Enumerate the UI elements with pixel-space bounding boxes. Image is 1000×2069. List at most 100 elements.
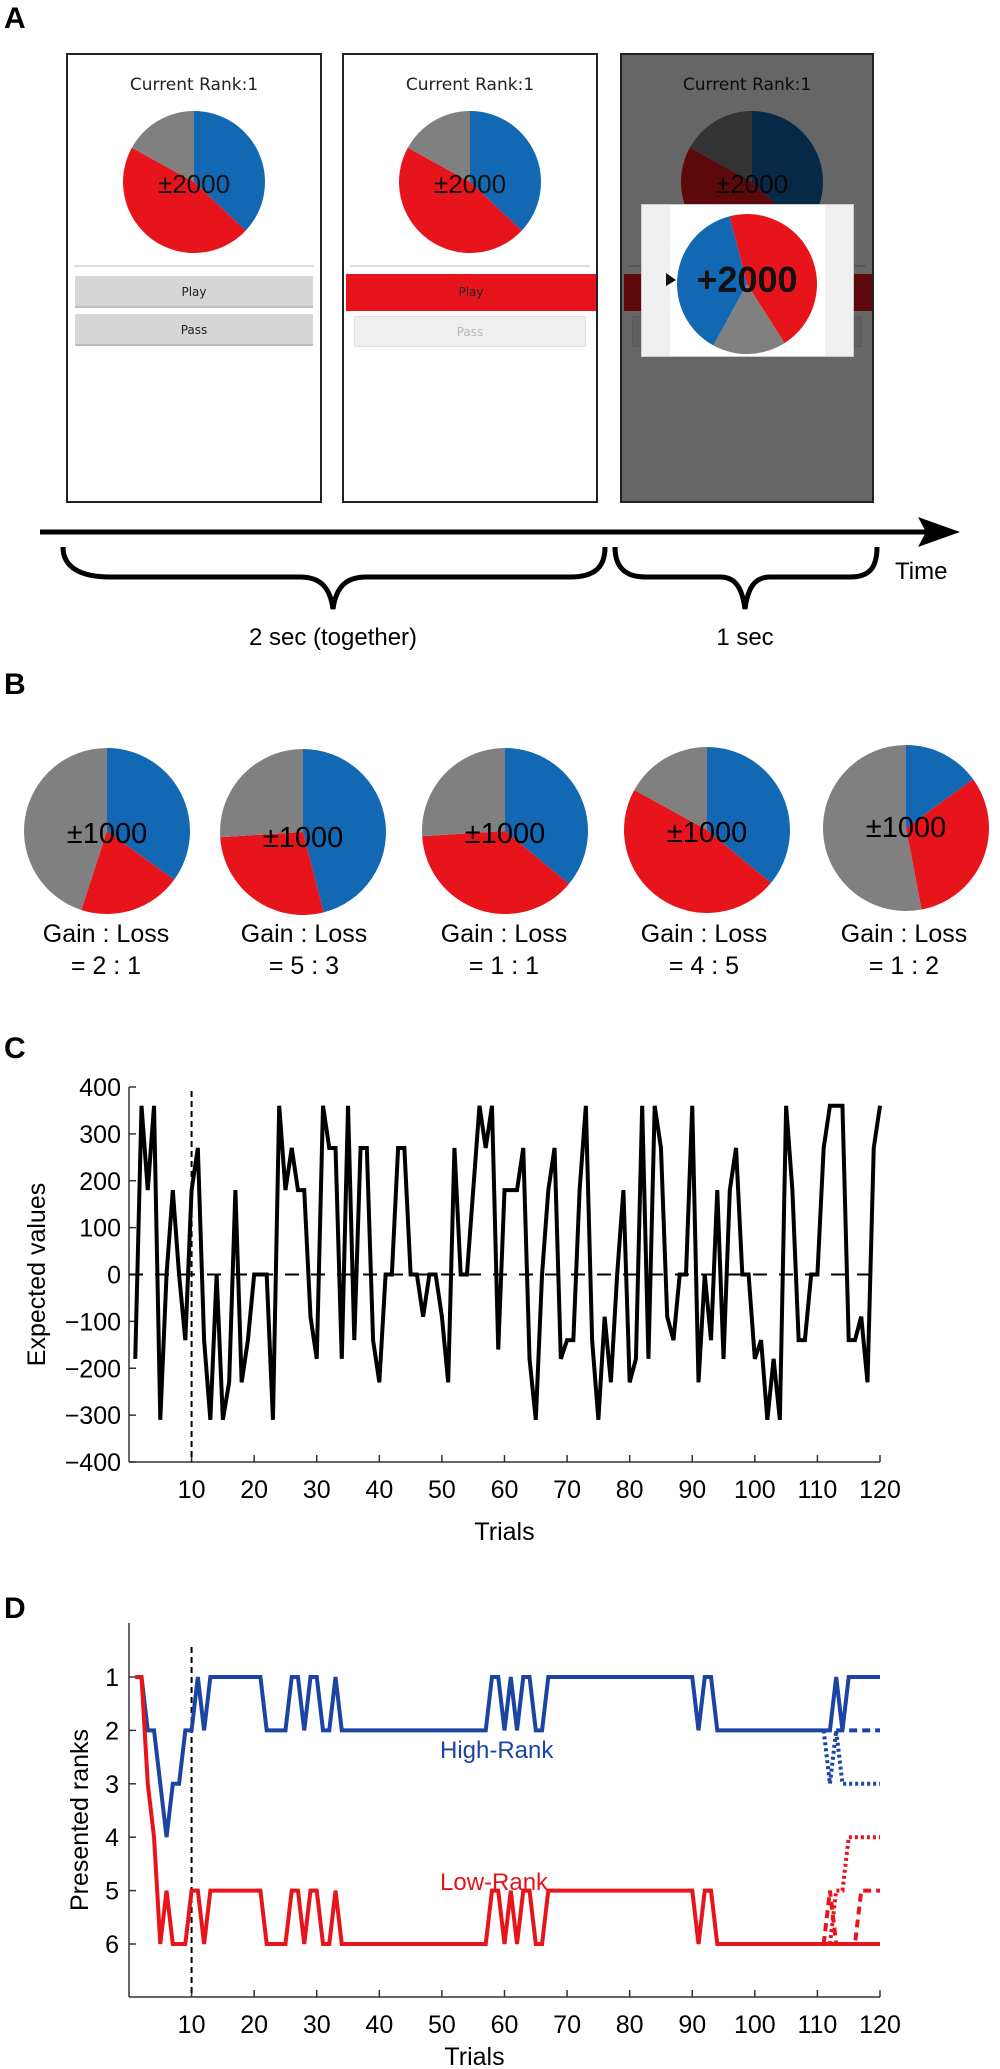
pie-amount-label: ±1000 (667, 817, 747, 849)
ratio-value: = 1 : 1 (468, 952, 540, 980)
screen-choice: Current Rank:1 ±2000 Play Pass (66, 53, 322, 503)
pie-slice-loss (122, 147, 246, 254)
ratio-label-1: Gain : Loss = 2 : 1 (16, 918, 196, 982)
x-tick-label: 10 (178, 2011, 206, 2039)
ratio-label-3: Gain : Loss = 1 : 1 (414, 918, 594, 982)
pie-amount-label: ±1000 (67, 818, 147, 850)
y-tick-label: −400 (65, 1449, 121, 1477)
pie-slice-gain (470, 111, 541, 231)
brace-one-sec (612, 546, 880, 610)
x-tick-label: 40 (365, 2011, 393, 2039)
outcome-popup: +2000 (642, 205, 853, 356)
example-pie-4: ±1000 (624, 747, 790, 913)
divider (74, 265, 314, 267)
example-pie-2: ±1000 (220, 749, 386, 915)
pie-slice-loss (220, 832, 324, 915)
brace-two-sec (60, 546, 608, 610)
x-tick-label: 80 (616, 1476, 644, 1504)
pie-slice-loss (906, 779, 989, 910)
brace-one-sec-label: 1 sec (716, 624, 773, 651)
x-tick-label: 70 (553, 1476, 581, 1504)
pie-slices (422, 748, 588, 914)
x-tick-label: 90 (678, 1476, 706, 1504)
ratio-value: = 4 : 5 (668, 952, 740, 980)
pie-slice-neutral (713, 284, 785, 354)
y-tick-label: −300 (65, 1402, 121, 1430)
pie-slice-gain (303, 749, 386, 913)
popup-side (825, 205, 853, 356)
screen-outcome: Current Rank:1 ±2000 Play Pass +2000 (620, 53, 874, 503)
low-rank-annotation: Low-Rank (440, 1869, 549, 1896)
x-tick-label: 30 (303, 1476, 331, 1504)
y-tick-label: 200 (79, 1168, 121, 1196)
pie-slice-neutral (422, 748, 505, 837)
y-tick-label: −100 (65, 1308, 121, 1336)
pie-slices (122, 111, 265, 254)
rank-line-high-rank-alt-dotted (821, 1730, 880, 1786)
y-tick-label: 400 (79, 1074, 121, 1102)
pie-slice-gain (677, 216, 747, 346)
pie-amount-label: ±1000 (465, 818, 545, 850)
ratio-title: Gain : Loss (240, 920, 368, 948)
y-tick-label: 1 (105, 1664, 119, 1692)
ratio-value: = 2 : 1 (70, 952, 142, 980)
y-tick-label: −200 (65, 1355, 121, 1383)
pie-slices (220, 749, 386, 915)
pie-amount-label: ±1000 (263, 822, 343, 854)
x-axis-label: Trials (474, 1518, 534, 1546)
spinner-pointer-icon (666, 273, 676, 286)
pie-slice-loss (729, 214, 817, 344)
presented-ranks-chart: 1 2 3 4 5 6 10 20 30 40 50 60 70 80 90 100 110 120 Trials P… (66, 1623, 901, 2069)
rank-line-high-rank (135, 1675, 880, 1838)
high-rank-annotation: High-Rank (440, 1737, 554, 1764)
screen-play-selected: Current Rank:1 ±2000 Play Pass (342, 53, 598, 503)
ratio-value: = 5 : 3 (268, 952, 340, 980)
outcome-amount-label: +2000 (696, 259, 797, 300)
popup-side (642, 205, 670, 356)
rank-line-low-rank (135, 1675, 880, 1946)
x-tick-label: 120 (859, 2011, 901, 2039)
panel-b-label: B (4, 668, 26, 701)
x-tick-label: 70 (553, 2011, 581, 2039)
gamble-pie: ±2000 (122, 111, 265, 254)
y-axis-label: Expected values (23, 1183, 51, 1366)
pie-slices (23, 748, 190, 914)
pie-slice-gain (906, 745, 974, 828)
outcome-pie-slices (677, 214, 817, 354)
x-tick-label: 50 (428, 1476, 456, 1504)
outcome-pie: +2000 (666, 214, 817, 354)
current-rank-title: Current Rank:1 (129, 75, 259, 95)
pie-amount-label: ±2000 (158, 169, 230, 199)
panel-a-label: A (4, 2, 26, 35)
ratio-title: Gain : Loss (640, 920, 768, 948)
y-axis-label: Presented ranks (66, 1729, 94, 1911)
x-tick-label: 100 (734, 1476, 776, 1504)
brace-two-sec-label: 2 sec (together) (249, 624, 417, 651)
divider (350, 265, 590, 267)
pie-slices (624, 747, 790, 913)
ratio-label-4: Gain : Loss = 4 : 5 (614, 918, 794, 982)
pass-button[interactable]: Pass (75, 314, 313, 346)
pie-slices (823, 745, 989, 911)
y-tick-label: 6 (105, 1931, 119, 1959)
ratio-value: = 1 : 2 (868, 952, 940, 980)
pie-slice-gain (505, 748, 588, 884)
play-button[interactable]: Play (75, 276, 313, 308)
ratio-title: Gain : Loss (840, 920, 968, 948)
y-tick-label: 2 (105, 1717, 119, 1745)
x-tick-label: 60 (491, 2011, 519, 2039)
play-button-selected[interactable]: Play (346, 274, 596, 311)
y-tick-label: 100 (79, 1215, 121, 1243)
y-tick-label: 300 (79, 1121, 121, 1149)
x-tick-label: 100 (734, 2011, 776, 2039)
x-tick-label: 90 (678, 2011, 706, 2039)
pie-slice-gain (107, 748, 190, 880)
pass-button-disabled[interactable]: Pass (354, 316, 586, 347)
y-tick-label: 5 (105, 1878, 119, 1906)
pie-slice-gain (707, 747, 790, 883)
pie-slice-neutral (220, 749, 303, 838)
pie-amount-label: ±2000 (434, 169, 506, 199)
x-tick-label: 120 (859, 1476, 901, 1504)
x-tick-label: 110 (797, 2011, 837, 2039)
pie-slice-loss (624, 790, 771, 913)
